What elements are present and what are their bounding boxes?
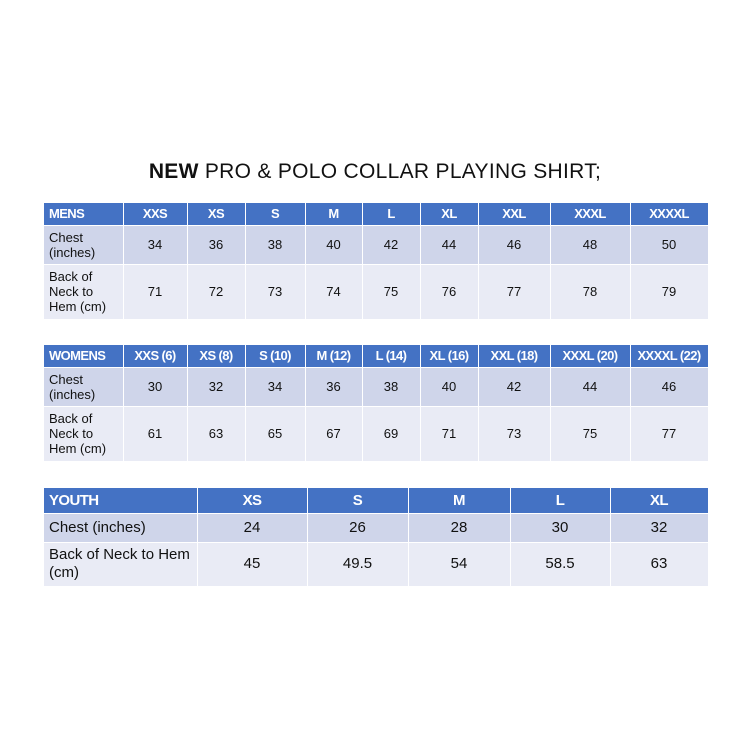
measurement-cell: 58.5 — [510, 542, 611, 587]
measurement-cell: 30 — [510, 513, 611, 543]
womens-size-table: WOMENS XXS (6) XS (8) S (10) M (12) L (14) XL … — [44, 345, 709, 462]
size-header: L — [510, 488, 611, 514]
measurement-cell: 79 — [630, 264, 709, 320]
size-header: XXXXL (22) — [630, 345, 709, 368]
size-header: XL — [610, 488, 709, 514]
size-header: M (12) — [305, 345, 363, 368]
row-label: Chest (inches) — [44, 225, 124, 265]
measurement-cell: 40 — [420, 367, 479, 407]
row-label: Back of Neck to Hem (cm) — [44, 406, 124, 462]
mens-size-table: MENS XXS XS S M L XL XXL XXXL XXXXL Chest (inches)… — [44, 203, 709, 320]
measurement-cell: 28 — [408, 513, 511, 543]
measurement-cell: 42 — [478, 367, 551, 407]
size-header: XXL (18) — [478, 345, 551, 368]
measurement-cell: 50 — [630, 225, 709, 265]
header-row: MENS XXS XS S M L XL XXL XXXL XXXXL — [44, 203, 709, 226]
table-row: Back of Neck to Hem (cm) 45 49.5 54 58.5 63 — [44, 542, 709, 587]
table-row: Chest (inches) 30 32 34 36 38 40 42 44 46 — [44, 367, 709, 407]
measurement-cell: 77 — [478, 264, 551, 320]
measurement-cell: 49.5 — [307, 542, 409, 587]
measurement-cell: 63 — [610, 542, 709, 587]
measurement-cell: 38 — [245, 225, 306, 265]
measurement-cell: 44 — [420, 225, 479, 265]
measurement-cell: 76 — [420, 264, 479, 320]
row-label: Chest (inches) — [44, 513, 198, 543]
size-header: XXXL — [550, 203, 631, 226]
size-header: L (14) — [362, 345, 421, 368]
size-header: S — [245, 203, 306, 226]
measurement-cell: 75 — [550, 406, 631, 462]
table-row: Back of Neck to Hem (cm) 61 63 65 67 69 71 73 75… — [44, 406, 709, 462]
measurement-cell: 24 — [197, 513, 308, 543]
measurement-cell: 71 — [123, 264, 188, 320]
size-header: XL (16) — [420, 345, 479, 368]
row-label: Back of Neck to Hem (cm) — [44, 264, 124, 320]
measurement-cell: 48 — [550, 225, 631, 265]
measurement-cell: 34 — [245, 367, 306, 407]
measurement-cell: 61 — [123, 406, 188, 462]
measurement-cell: 36 — [187, 225, 246, 265]
size-header: M — [408, 488, 511, 514]
measurement-cell: 75 — [362, 264, 421, 320]
measurement-cell: 74 — [305, 264, 363, 320]
measurement-cell: 32 — [610, 513, 709, 543]
header-row: YOUTH XS S M L XL — [44, 488, 709, 514]
measurement-cell: 46 — [478, 225, 551, 265]
measurement-cell: 73 — [245, 264, 306, 320]
measurement-cell: 65 — [245, 406, 306, 462]
measurement-cell: 69 — [362, 406, 421, 462]
header-row: WOMENS XXS (6) XS (8) S (10) M (12) L (14) XL … — [44, 345, 709, 368]
measurement-cell: 67 — [305, 406, 363, 462]
measurement-cell: 44 — [550, 367, 631, 407]
title-bold: NEW — [148, 160, 199, 183]
table-category-header: WOMENS — [44, 345, 124, 368]
measurement-cell: 42 — [362, 225, 421, 265]
table-row: Chest (inches) 34 36 38 40 42 44 46 48 50 — [44, 225, 709, 265]
title-rest: PRO & POLO COLLAR PLAYING SHIRT; — [198, 160, 602, 183]
size-header: XL — [420, 203, 479, 226]
measurement-cell: 36 — [305, 367, 363, 407]
row-label: Back of Neck to Hem (cm) — [44, 542, 198, 587]
measurement-cell: 63 — [187, 406, 246, 462]
measurement-cell: 38 — [362, 367, 421, 407]
measurement-cell: 26 — [307, 513, 409, 543]
page-title: NEW PRO & POLO COLLAR PLAYING SHIRT; — [0, 160, 750, 184]
size-header: XS — [197, 488, 308, 514]
size-header: XXS — [123, 203, 188, 226]
row-label: Chest (inches) — [44, 367, 124, 407]
measurement-cell: 54 — [408, 542, 511, 587]
size-header: L — [362, 203, 421, 226]
measurement-cell: 32 — [187, 367, 246, 407]
size-header: XS (8) — [187, 345, 246, 368]
size-header: XS — [187, 203, 246, 226]
size-header: XXXXL — [630, 203, 709, 226]
measurement-cell: 40 — [305, 225, 363, 265]
measurement-cell: 77 — [630, 406, 709, 462]
size-header: XXXL (20) — [550, 345, 631, 368]
measurement-cell: 30 — [123, 367, 188, 407]
measurement-cell: 45 — [197, 542, 308, 587]
size-header: XXS (6) — [123, 345, 188, 368]
youth-size-table: YOUTH XS S M L XL Chest (inches) 24 26 28 30 32 Back… — [44, 488, 709, 587]
measurement-cell: 34 — [123, 225, 188, 265]
table-row: Chest (inches) 24 26 28 30 32 — [44, 513, 709, 543]
measurement-cell: 73 — [478, 406, 551, 462]
measurement-cell: 72 — [187, 264, 246, 320]
measurement-cell: 78 — [550, 264, 631, 320]
size-header: XXL — [478, 203, 551, 226]
measurement-cell: 46 — [630, 367, 709, 407]
measurement-cell: 71 — [420, 406, 479, 462]
size-header: S — [307, 488, 409, 514]
table-category-header: MENS — [44, 203, 124, 226]
size-header: M — [305, 203, 363, 226]
table-category-header: YOUTH — [44, 488, 198, 514]
table-row: Back of Neck to Hem (cm) 71 72 73 74 75 76 77 78… — [44, 264, 709, 320]
size-header: S (10) — [245, 345, 306, 368]
